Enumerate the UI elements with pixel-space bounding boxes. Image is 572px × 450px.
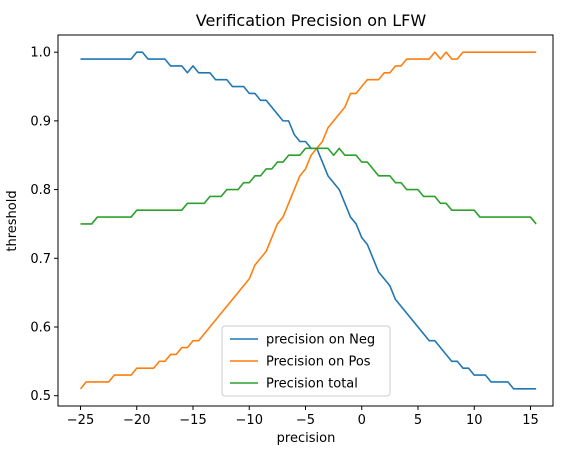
series-line-2: [79, 51, 537, 390]
x-tick-label: −25: [67, 413, 94, 428]
legend-box: [221, 325, 391, 397]
legend-label-1: precision on Neg: [266, 333, 375, 348]
legend-label-3: Precision total: [266, 377, 358, 392]
y-tick-label: 0.7: [30, 252, 51, 267]
y-tick-label: 0.5: [30, 389, 51, 404]
x-tick-label: −15: [179, 413, 206, 428]
y-axis: 0.5 0.6 0.7 0.8 0.9 1.0: [30, 46, 58, 404]
x-tick-label: −10: [236, 413, 263, 428]
x-tick-label: 10: [466, 413, 483, 428]
series-layer: [79, 51, 537, 390]
series-line-3: [80, 147, 537, 225]
x-tick-label: 5: [414, 413, 422, 428]
y-tick-label: 0.9: [30, 114, 51, 129]
x-axis: −25 −20 −15 −10 −5 0 5 10 15: [67, 406, 539, 428]
x-tick-label: −20: [123, 413, 150, 428]
x-axis-label: precision: [277, 431, 336, 446]
y-tick-label: 1.0: [30, 46, 51, 61]
legend-label-2: Precision on Pos: [266, 355, 371, 370]
series-line-1: [80, 51, 537, 390]
x-tick-label: −5: [296, 413, 315, 428]
x-tick-label: 15: [522, 413, 539, 428]
y-tick-label: 0.6: [30, 320, 51, 335]
legend: precision on Neg Precision on Pos Precisio…: [221, 325, 391, 397]
chart-title: Verification Precision on LFW: [196, 11, 427, 30]
y-axis-label: threshold: [5, 190, 20, 251]
y-tick-label: 0.8: [30, 183, 51, 198]
x-tick-label: 0: [358, 413, 366, 428]
